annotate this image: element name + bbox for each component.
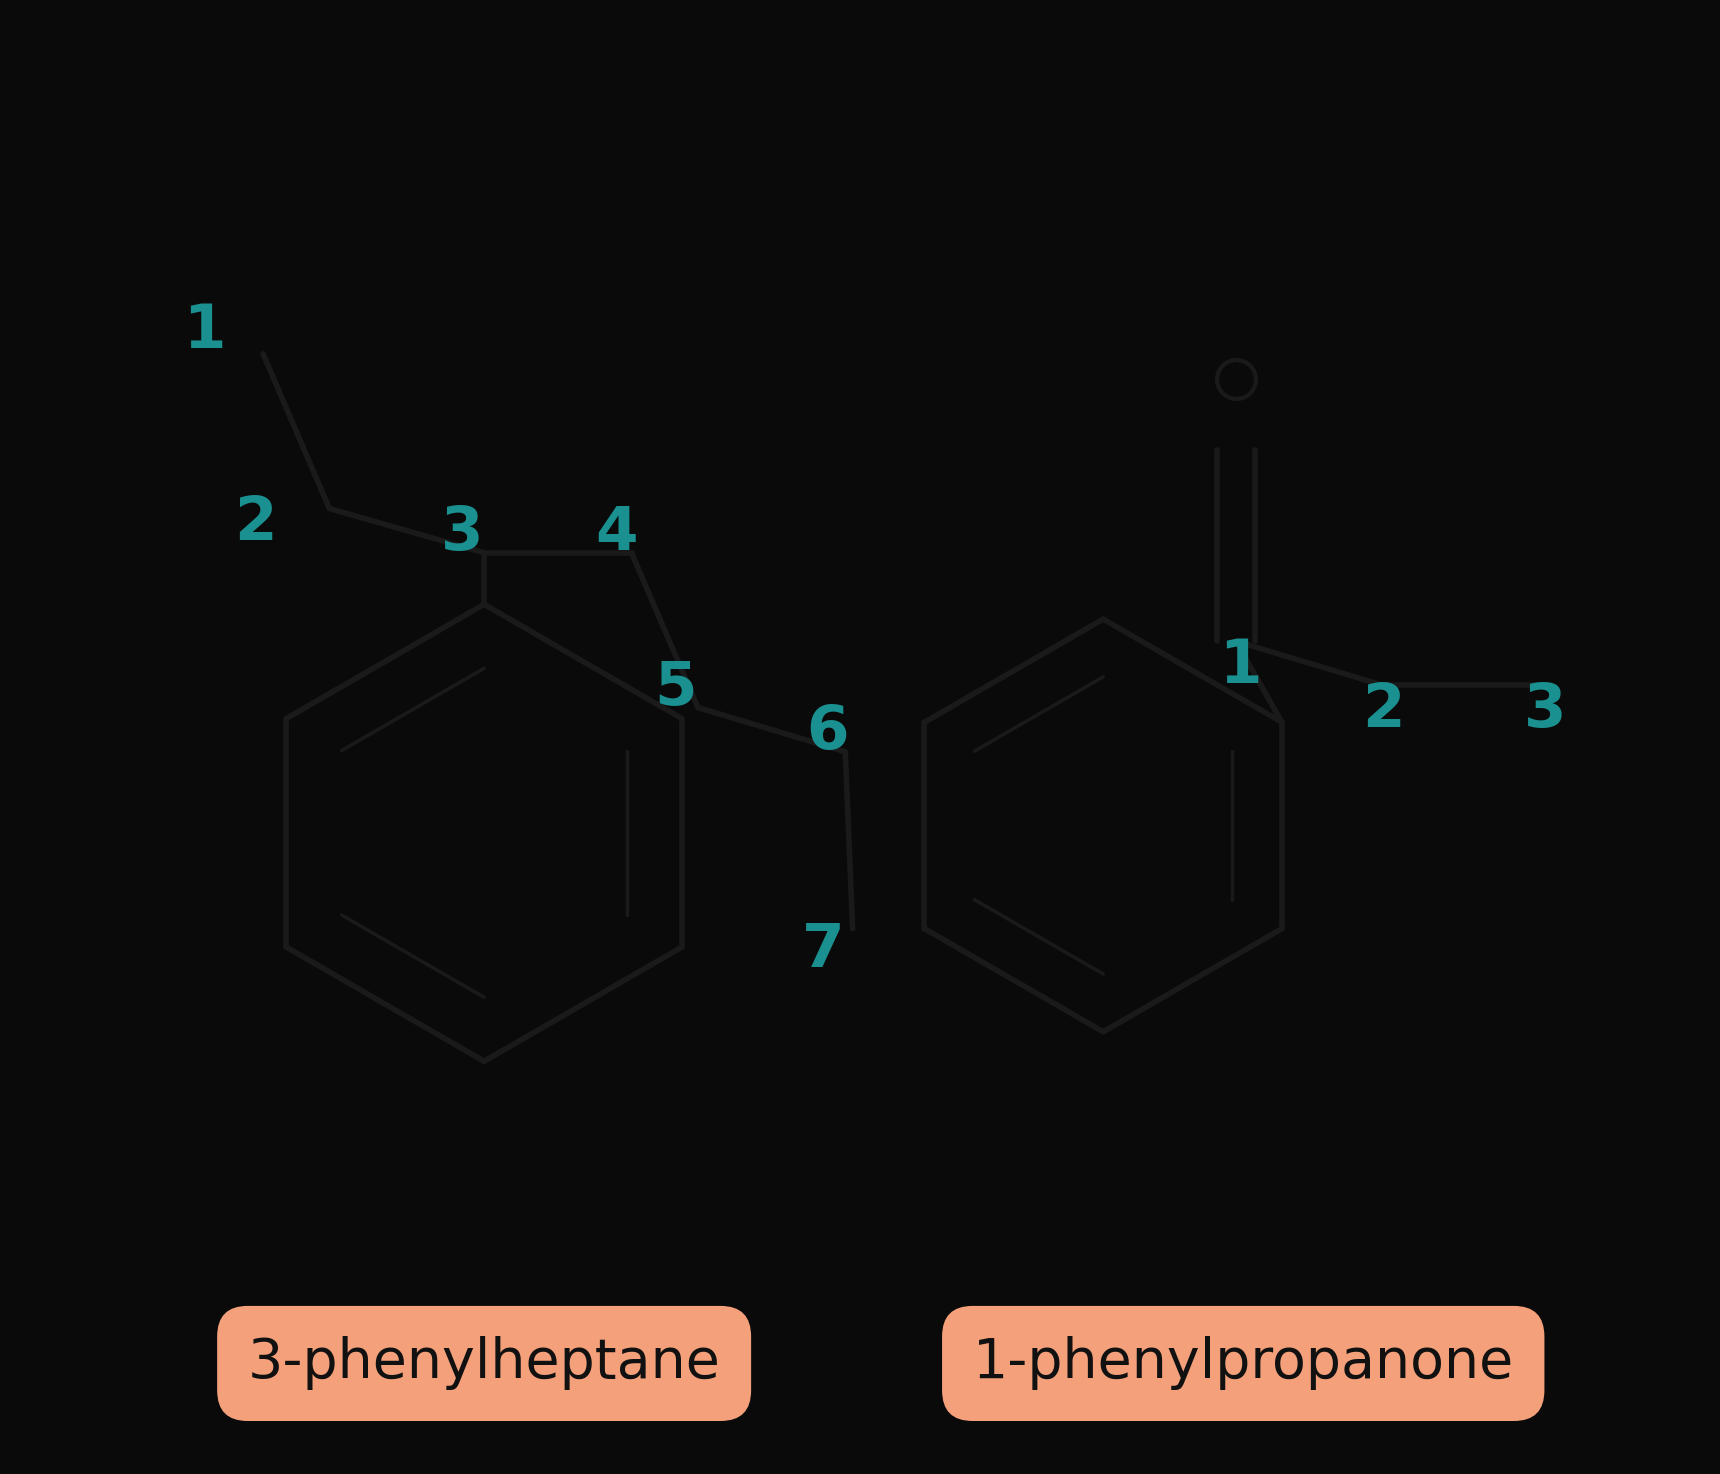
Text: 3: 3 [440,504,483,563]
Text: 7: 7 [802,921,845,980]
Text: 1: 1 [1219,637,1261,696]
Text: 5: 5 [655,659,697,718]
Text: 4: 4 [595,504,638,563]
Text: 1-phenylpropanone: 1-phenylpropanone [972,1337,1514,1390]
Text: 3: 3 [1524,681,1567,740]
Text: 2: 2 [1362,681,1405,740]
Text: 6: 6 [807,703,850,762]
Text: 2: 2 [234,494,277,553]
Text: 1: 1 [182,302,225,361]
Text: 3-phenylheptane: 3-phenylheptane [248,1337,721,1390]
